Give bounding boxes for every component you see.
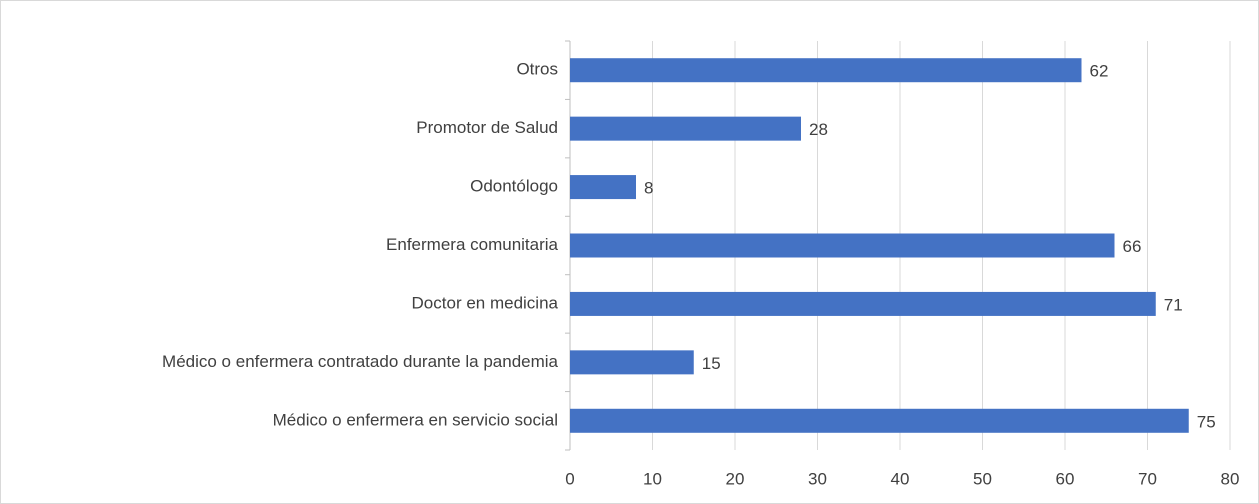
y-tick-label: Enfermera comunitaria xyxy=(386,235,559,254)
value-label: 75 xyxy=(1197,412,1216,431)
y-tick-label: Otros xyxy=(516,60,558,79)
y-tick-label: Médico o enfermera en servicio social xyxy=(273,410,558,429)
bar xyxy=(570,408,1189,433)
value-label: 28 xyxy=(809,120,828,139)
bar xyxy=(570,58,1082,83)
bar xyxy=(570,350,694,375)
x-tick-label: 70 xyxy=(1138,469,1157,488)
y-tick-label: Odontólogo xyxy=(470,177,558,196)
x-tick-label: 60 xyxy=(1056,469,1075,488)
x-tick-label: 10 xyxy=(643,469,662,488)
value-label: 8 xyxy=(644,179,653,198)
bar xyxy=(570,233,1115,258)
x-tick-label: 50 xyxy=(973,469,992,488)
bar xyxy=(570,116,801,141)
value-label: 62 xyxy=(1090,62,1109,81)
bar xyxy=(570,175,636,200)
x-tick-label: 30 xyxy=(808,469,827,488)
value-label: 66 xyxy=(1123,237,1142,256)
value-label: 15 xyxy=(702,354,721,373)
x-tick-label: 20 xyxy=(726,469,745,488)
y-tick-label: Médico o enfermera contratado durante la… xyxy=(162,352,559,371)
bar xyxy=(570,291,1156,316)
x-tick-label: 40 xyxy=(891,469,910,488)
y-tick-label: Promotor de Salud xyxy=(416,118,558,137)
y-tick-label: Doctor en medicina xyxy=(412,293,559,312)
x-tick-label: 0 xyxy=(565,469,574,488)
value-label: 71 xyxy=(1164,295,1183,314)
x-tick-label: 80 xyxy=(1221,469,1240,488)
